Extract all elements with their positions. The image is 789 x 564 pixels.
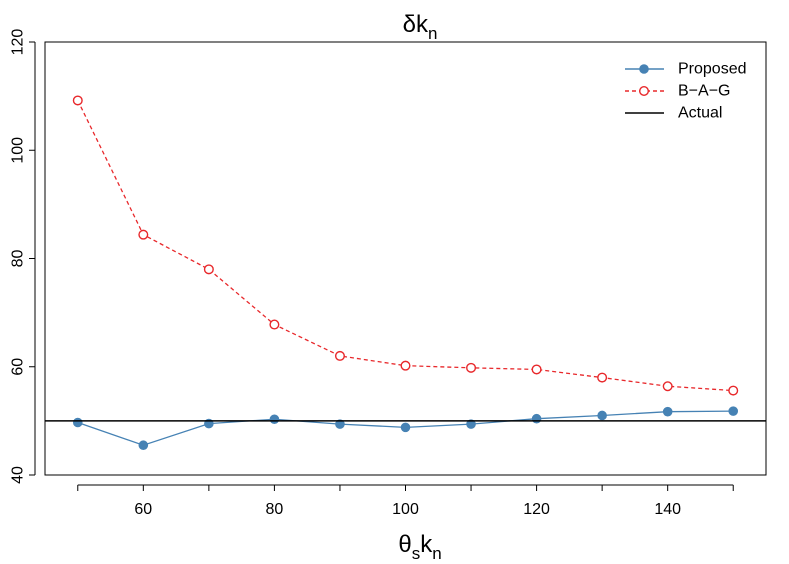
legend-b-a-g-label: B−A−G: [678, 83, 730, 100]
series-proposed-point: [138, 440, 149, 451]
series-proposed-point: [335, 419, 345, 429]
series-proposed-point: [597, 410, 607, 421]
x-tick-label-80: 80: [266, 501, 284, 518]
series-b-a-g-point: [72, 95, 83, 106]
series-b-a-g-point: [269, 319, 280, 330]
x-tick-label-140: 140: [654, 501, 681, 518]
series-b-a-g-point: [728, 385, 739, 396]
legend: Proposed B−A−G Actual: [625, 61, 747, 122]
series-b-a-g-point: [203, 264, 214, 275]
series-b-a-g-point: [400, 360, 411, 371]
series-b-a-g-point: [466, 362, 477, 373]
x-tick-label-60: 60: [134, 501, 152, 518]
y-tick-label-80: 80: [10, 250, 27, 268]
x-axis-label-theta: θ: [398, 531, 411, 558]
series-proposed-point: [269, 414, 280, 425]
series-proposed-point: [728, 406, 739, 416]
plot-frame: [44, 41, 767, 476]
series-proposed-point: [662, 406, 673, 417]
chart-title-subscript: n: [428, 24, 437, 43]
x-tick-label-120: 120: [523, 501, 550, 518]
series-proposed-point: [466, 419, 476, 429]
legend-actual-label: Actual: [678, 105, 722, 122]
series-b-a-g-line: [77, 100, 734, 392]
legend-proposed-label: Proposed: [678, 61, 747, 78]
x-axis-label: θskn: [398, 531, 441, 563]
y-tick-label-40: 40: [10, 466, 27, 484]
y-tick-label-60: 60: [10, 358, 27, 376]
series-b-a-g-point: [662, 381, 673, 392]
chart-title: δkn: [403, 11, 438, 43]
legend-b-a-g-marker: [639, 85, 650, 96]
chart-title-base: δk: [403, 11, 429, 38]
y-tick-label-100: 100: [10, 137, 27, 164]
series-proposed-point: [531, 413, 542, 424]
series-b-a-g-point: [138, 229, 149, 240]
legend-proposed-marker: [639, 64, 649, 74]
series-layer: [45, 95, 766, 451]
y-tick-label-120: 120: [10, 29, 27, 56]
x-axis-label-sub-n: n: [432, 544, 441, 563]
x-axis-label-k: k: [420, 531, 433, 558]
series-proposed-point: [72, 417, 83, 428]
x-axis-label-sub-s: s: [412, 544, 421, 563]
x-axis: 60 80 100 120 140: [77, 484, 734, 518]
series-b-a-g-point: [334, 350, 345, 361]
series-b-a-g-point: [597, 372, 608, 383]
series-proposed-point: [400, 422, 411, 433]
series-b-a-g-point: [531, 364, 542, 375]
y-axis: 40 60 80 100 120: [10, 29, 36, 484]
x-tick-label-100: 100: [392, 501, 419, 518]
